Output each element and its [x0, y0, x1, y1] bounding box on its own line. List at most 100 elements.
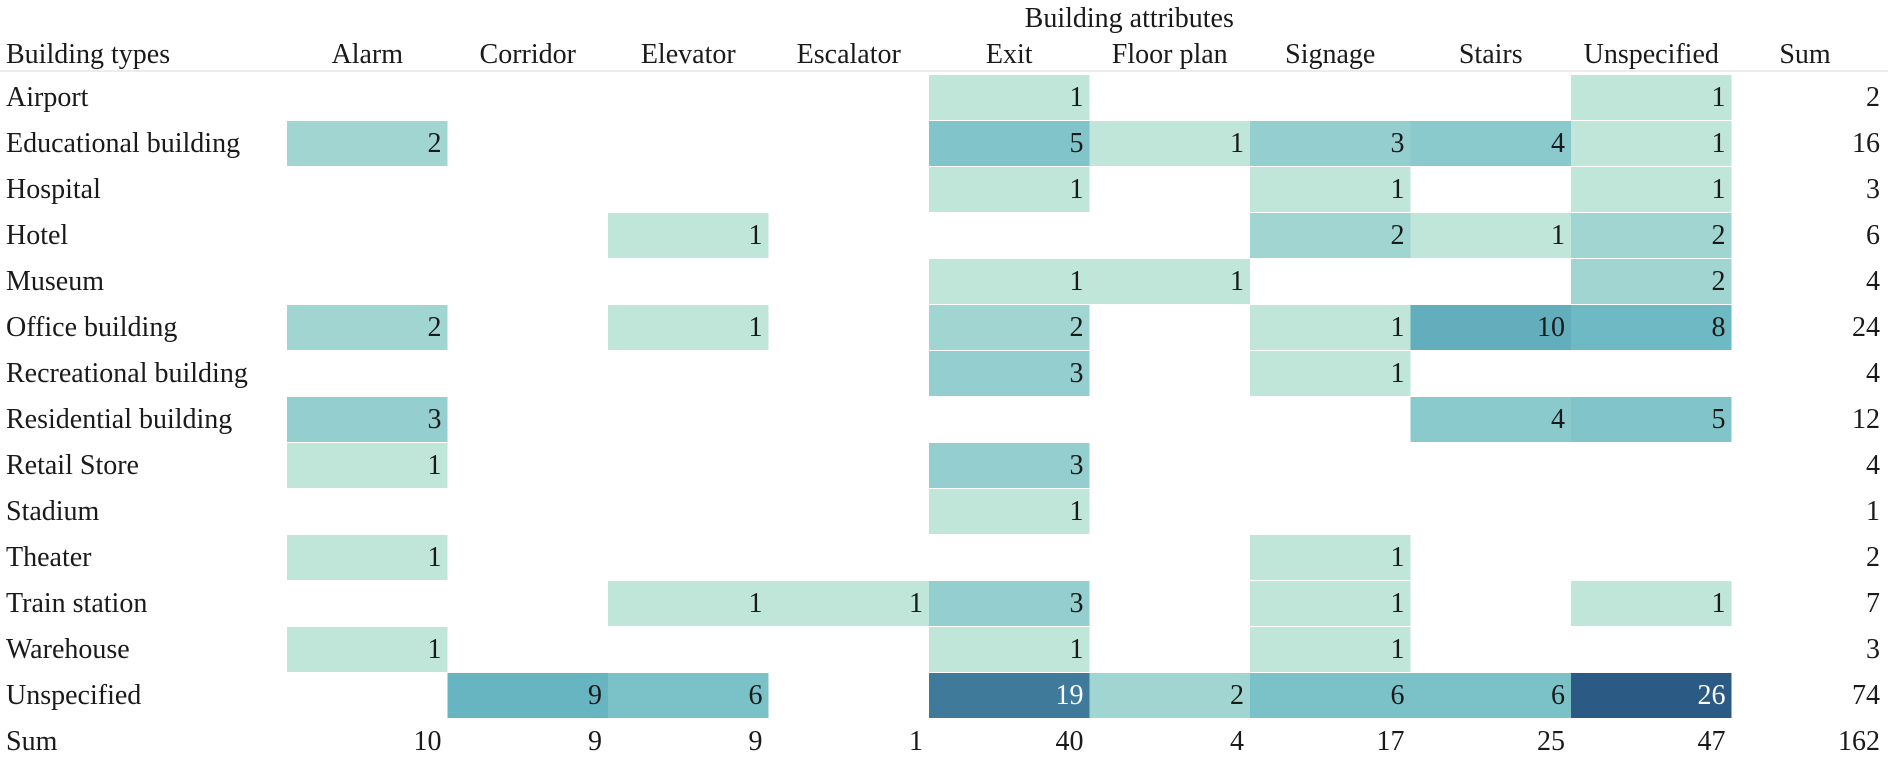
heatmap-cell [1410, 305, 1571, 350]
row-label-residential-building: Residential building [6, 404, 232, 435]
column-header-stairs: Stairs [1459, 39, 1523, 70]
cell-value: 1 [1712, 128, 1726, 159]
row-sum-unspecified: 74 [1852, 680, 1880, 711]
heatmap-cell [608, 305, 769, 350]
cell-value: 1 [1391, 634, 1405, 665]
cell-value: 2 [1712, 220, 1726, 251]
heatmap-cell [447, 673, 608, 718]
cell-value: 4 [1551, 404, 1565, 435]
column-header-sum: Sum [1779, 39, 1831, 70]
cell-value: 2 [428, 312, 442, 343]
row-sum-hospital: 3 [1866, 174, 1880, 205]
column-sum-unspecified: 47 [1698, 726, 1726, 757]
row-label-sum: Sum [6, 726, 58, 757]
heatmap-cell [1089, 673, 1250, 718]
cell-value: 3 [428, 404, 442, 435]
cell-value: 2 [428, 128, 442, 159]
heatmap-cell [929, 627, 1090, 672]
row-label-airport: Airport [6, 82, 89, 113]
cell-value: 1 [1391, 358, 1405, 389]
cell-value: 1 [1070, 496, 1084, 527]
heatmap-cell [1571, 397, 1732, 442]
heatmap-cell [1571, 581, 1732, 626]
row-label-warehouse: Warehouse [6, 634, 130, 665]
cell-value: 1 [1712, 82, 1726, 113]
heatmap-cell [929, 259, 1090, 304]
column-sum-elevator: 9 [749, 726, 763, 757]
heatmap-cell [1089, 259, 1250, 304]
row-sum-train-station: 7 [1866, 588, 1880, 619]
heatmap-cell [287, 397, 448, 442]
heatmap-cell [608, 673, 769, 718]
cell-value: 1 [749, 312, 763, 343]
column-sum-stairs: 25 [1537, 726, 1565, 757]
row-sum-stadium: 1 [1866, 496, 1880, 527]
row-sum-hotel: 6 [1866, 220, 1880, 251]
heatmap-cell [1571, 75, 1732, 120]
heatmap-cell [287, 121, 448, 166]
column-sum-alarm: 10 [414, 726, 442, 757]
cell-value: 5 [1712, 404, 1726, 435]
grand-total: 162 [1838, 726, 1880, 757]
column-header-exit: Exit [986, 39, 1033, 70]
heatmap-cell [1250, 305, 1411, 350]
cell-value: 4 [1551, 128, 1565, 159]
cell-value: 1 [1391, 174, 1405, 205]
row-label-unspecified: Unspecified [6, 680, 141, 711]
cell-value: 3 [1070, 588, 1084, 619]
cell-value: 2 [1070, 312, 1084, 343]
cell-value: 6 [749, 680, 763, 711]
cell-value: 1 [428, 634, 442, 665]
cell-value: 1 [1070, 266, 1084, 297]
cell-value: 1 [909, 588, 923, 619]
cell-value: 1 [1391, 312, 1405, 343]
cell-value: 1 [1230, 128, 1244, 159]
heatmap-cell [1571, 121, 1732, 166]
heatmap-cell [929, 75, 1090, 120]
column-header-unspecified: Unspecified [1584, 39, 1719, 70]
heatmap-cell [929, 581, 1090, 626]
cell-value: 5 [1070, 128, 1084, 159]
cell-value: 1 [1070, 174, 1084, 205]
cell-value: 1 [749, 220, 763, 251]
cell-value: 1 [1391, 542, 1405, 573]
cell-value: 26 [1698, 680, 1726, 711]
cell-value: 1 [1070, 82, 1084, 113]
cell-value: 1 [1551, 220, 1565, 251]
heatmap-cell [1410, 121, 1571, 166]
row-sum-theater: 2 [1866, 542, 1880, 573]
row-label-train-station: Train station [6, 588, 147, 619]
row-label-office-building: Office building [6, 312, 177, 343]
heatmap-cell [1250, 121, 1411, 166]
cell-value: 6 [1391, 680, 1405, 711]
heatmap-cell [929, 443, 1090, 488]
heatmap-cell [1250, 167, 1411, 212]
cell-value: 1 [428, 450, 442, 481]
heatmap-cell [1250, 351, 1411, 396]
heatmap-cell [768, 581, 929, 626]
cell-value: 1 [1391, 588, 1405, 619]
heatmap-cell [608, 213, 769, 258]
column-sum-floor-plan: 4 [1230, 726, 1244, 757]
cell-value: 8 [1712, 312, 1726, 343]
heatmap-cell [1571, 673, 1732, 718]
row-sum-airport: 2 [1866, 82, 1880, 113]
column-header-elevator: Elevator [641, 39, 737, 70]
row-label-theater: Theater [6, 542, 92, 573]
heatmap-cell [1571, 213, 1732, 258]
heatmap-cell [929, 673, 1090, 718]
row-label-retail-store: Retail Store [6, 450, 139, 481]
column-header-alarm: Alarm [331, 39, 403, 70]
row-header-label: Building types [6, 39, 170, 70]
column-header-corridor: Corridor [480, 39, 577, 70]
row-label-museum: Museum [6, 266, 104, 297]
heatmap-cell [1250, 213, 1411, 258]
heatmap-cell [608, 581, 769, 626]
cell-value: 3 [1391, 128, 1405, 159]
row-label-recreational-building: Recreational building [6, 358, 248, 389]
heatmap-cell [929, 351, 1090, 396]
heatmap-cell [1250, 581, 1411, 626]
cell-value: 1 [1070, 634, 1084, 665]
heatmap-cell [1410, 673, 1571, 718]
